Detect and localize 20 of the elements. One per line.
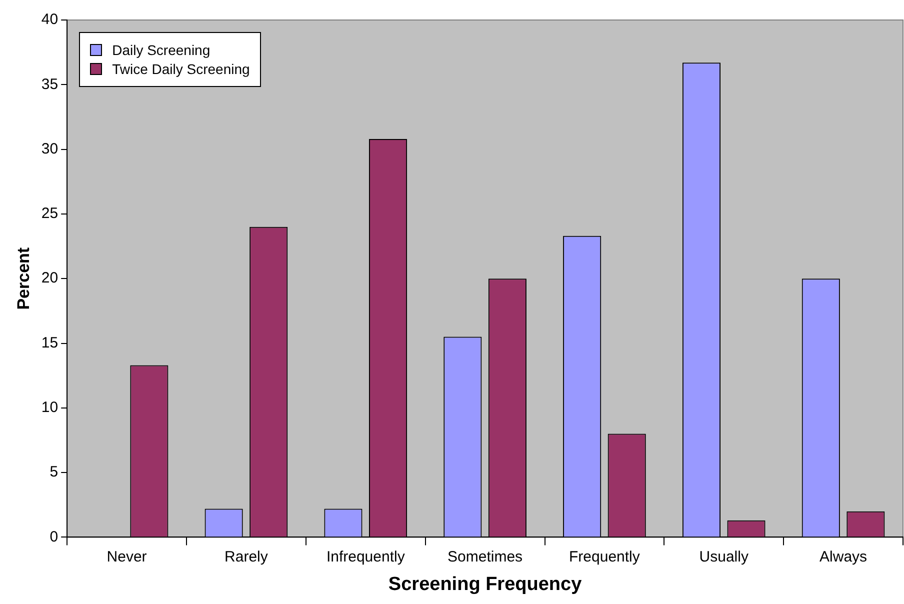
x-tick-label: Rarely: [224, 548, 268, 566]
y-tick-label: 35: [41, 76, 58, 93]
x-axis-title: Screening Frequency: [388, 574, 582, 595]
y-tick-label: 25: [41, 205, 58, 222]
y-tick-label: 10: [41, 399, 58, 416]
y-axis-title: Percent: [14, 247, 33, 310]
legend-label: Daily Screening: [112, 42, 210, 58]
x-tick-label: Infrequently: [326, 548, 406, 566]
x-tick-label: Sometimes: [448, 548, 523, 566]
x-tick-label: Always: [820, 548, 868, 566]
y-tick-label: 5: [50, 464, 58, 481]
x-tick-label: Never: [106, 548, 147, 566]
y-tick-label: 20: [41, 270, 58, 287]
y-tick-label: 0: [50, 528, 58, 546]
x-tick-label: Frequently: [569, 548, 640, 566]
y-tick-label: 15: [41, 334, 58, 352]
legend-label: Twice Daily Screening: [112, 61, 250, 77]
x-tick-label: Usually: [699, 548, 749, 566]
y-tick-label: 30: [41, 140, 58, 158]
y-tick-label: 40: [41, 11, 58, 28]
